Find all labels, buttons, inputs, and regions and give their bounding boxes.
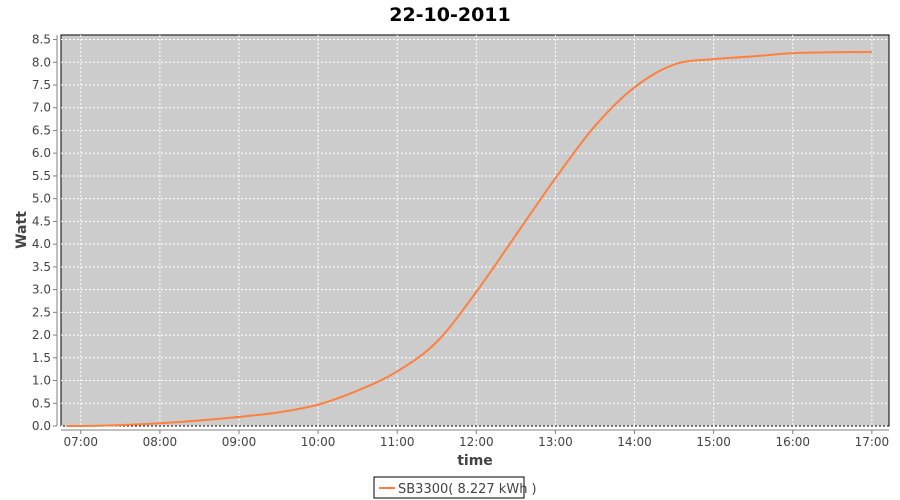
- legend-label: SB3300( 8.227 kWh ): [398, 482, 537, 497]
- legend: SB3300( 8.227 kWh ): [373, 476, 537, 499]
- y-tick-label: 5.0: [32, 192, 51, 206]
- x-tick-label: 08:00: [143, 435, 178, 449]
- legend-box: [373, 476, 525, 499]
- x-tick-label: 11:00: [380, 435, 415, 449]
- x-tick-label: 15:00: [696, 435, 731, 449]
- grid: [61, 35, 889, 427]
- y-tick-label: 6.0: [32, 146, 51, 160]
- x-tick-label: 16:00: [775, 435, 810, 449]
- y-tick-label: 7.5: [32, 78, 51, 92]
- y-tick-label: 0.5: [32, 396, 51, 410]
- x-tick-label: 09:00: [222, 435, 257, 449]
- x-tick-label: 14:00: [617, 435, 652, 449]
- y-tick-label: 6.5: [32, 123, 51, 137]
- y-tick-label: 2.5: [32, 305, 51, 319]
- y-tick-label: 0.0: [32, 419, 51, 433]
- plot-area: [60, 34, 890, 427]
- x-tick-label: 17:00: [855, 435, 890, 449]
- y-tick-label: 8.5: [32, 33, 51, 47]
- y-tick-label: 3.0: [32, 283, 51, 297]
- chart-title: 22-10-2011: [389, 4, 511, 26]
- x-tick-label: 10:00: [301, 435, 336, 449]
- y-tick-label: 1.5: [32, 351, 51, 365]
- y-tick-label: 8.0: [32, 55, 51, 69]
- y-tick-label: 2.0: [32, 328, 51, 342]
- y-tick-label: 4.5: [32, 214, 51, 228]
- y-axis-label: Watt: [14, 211, 30, 249]
- y-tick-label: 5.5: [32, 169, 51, 183]
- x-tick-label: 12:00: [459, 435, 494, 449]
- y-tick-label: 7.0: [32, 101, 51, 115]
- x-axis-label: time: [457, 453, 493, 469]
- y-tick-label: 1.0: [32, 374, 51, 388]
- y-tick-label: 3.5: [32, 260, 51, 274]
- x-tick-label: 07:00: [63, 435, 98, 449]
- x-tick-label: 13:00: [538, 435, 573, 449]
- ticks: 07:00 08:00 09:00 10:00 11:00 12:00 13:00 14:00…: [32, 33, 889, 449]
- y-tick-label: 4.0: [32, 237, 51, 251]
- series-line: [66, 50, 872, 428]
